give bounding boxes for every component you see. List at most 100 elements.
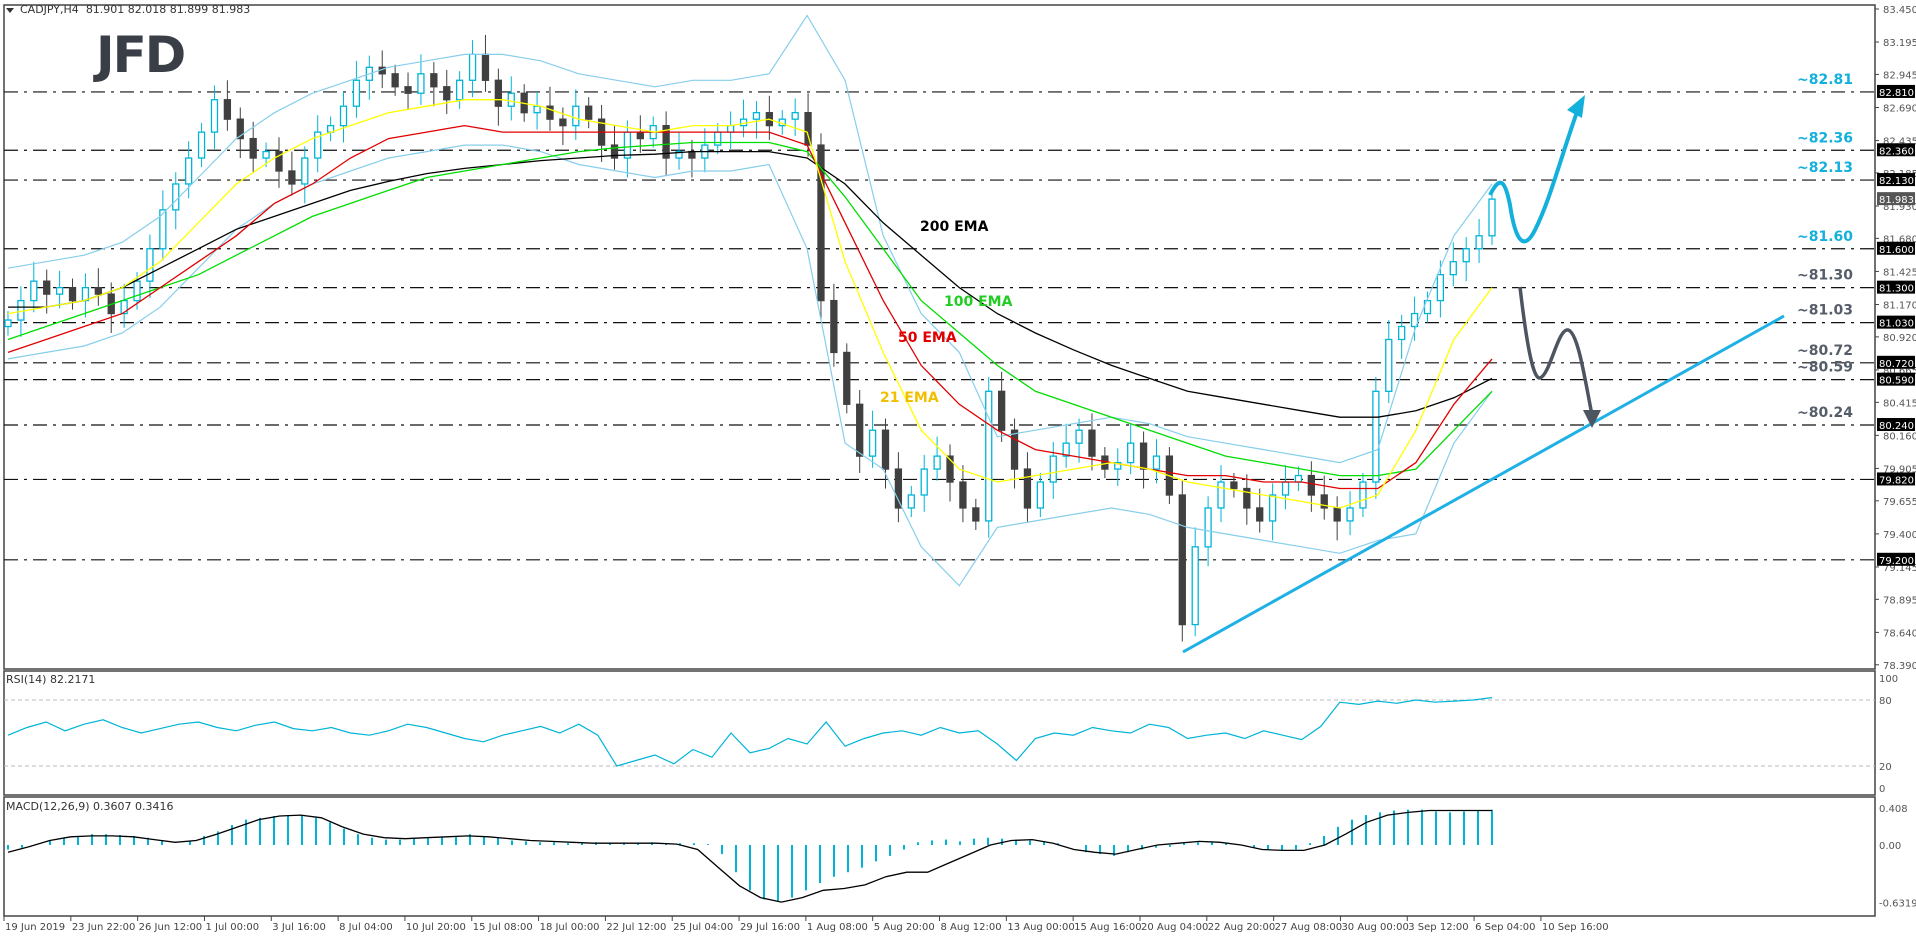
bear-candle <box>1010 429 1019 470</box>
level-label: ~81.30 <box>1797 268 1853 284</box>
ema50-label: 50 EMA <box>898 330 957 346</box>
horizontal-levels: ~82.81 ~82.36 ~82.13 ~81.60 ~81.30 ~81.03 ~80.… <box>4 72 1875 561</box>
trend-line[interactable] <box>1182 314 1785 654</box>
x-tick-label: 15 Jul 08:00 <box>473 922 533 933</box>
symbol-label: CADJPY,H4 <box>20 3 79 16</box>
price-tag-text: 81.983 <box>1879 195 1914 206</box>
y-tick-label: 82.435 <box>1883 137 1916 148</box>
bear-candle <box>288 170 296 185</box>
bull-candle <box>185 157 193 185</box>
bull-candle <box>726 124 735 133</box>
price-tag-bg <box>1877 241 1915 255</box>
y-tick-label: 83.195 <box>1883 38 1916 49</box>
price-tag: 81.030 <box>1877 315 1915 330</box>
bull-candle <box>146 248 154 282</box>
price-tag-text: 81.030 <box>1879 319 1914 330</box>
chart-header: CADJPY,H4 81.901 82.018 81.899 81.983 <box>6 3 250 16</box>
bear-candle <box>830 299 838 354</box>
rsi-panel-frame <box>3 670 1876 796</box>
ema100-line <box>7 141 1493 477</box>
x-tick-label: 27 Aug 08:00 <box>1275 922 1342 933</box>
macd-signal-line <box>7 809 1492 903</box>
bull-candle <box>172 183 180 211</box>
y-tick-label: 82.690 <box>1883 103 1916 114</box>
x-tick-label: 3 Sep 12:00 <box>1408 922 1468 933</box>
level-label: ~82.36 <box>1797 130 1853 146</box>
ema100-label: 100 EMA <box>944 294 1013 310</box>
price-tag: 81.600 <box>1877 241 1915 256</box>
bear-candle <box>636 131 644 140</box>
rsi-tick-label: 20 <box>1879 762 1892 773</box>
bull-candle <box>210 99 219 133</box>
x-tick-label: 8 Aug 12:00 <box>941 922 1002 933</box>
x-tick-label: 20 Aug 04:00 <box>1141 922 1208 933</box>
bull-candle <box>81 286 90 302</box>
bear-candle <box>804 112 812 146</box>
bull-candle <box>133 280 141 302</box>
y-tick-label: 81.680 <box>1883 234 1916 245</box>
price-tag: 81.300 <box>1877 280 1915 295</box>
x-tick-label: 22 Jul 12:00 <box>606 922 666 933</box>
bull-candle <box>1281 481 1290 496</box>
price-tag-text: 82.360 <box>1879 146 1914 157</box>
bull-candle <box>920 468 928 496</box>
macd-tick-label: 0.408 <box>1879 804 1908 815</box>
price-tag-text: 80.720 <box>1879 359 1914 370</box>
bear-candle <box>275 150 283 172</box>
bear-candle <box>68 286 77 302</box>
bear-candle <box>94 286 102 295</box>
x-tick-label: 30 Aug 00:00 <box>1341 922 1408 933</box>
macd-histogram <box>7 809 1493 902</box>
bull-candle <box>1294 474 1303 483</box>
bull-candle <box>868 429 877 457</box>
bull-candle <box>1204 507 1212 548</box>
bull-candle <box>907 494 915 509</box>
bull-candle <box>262 150 270 159</box>
bear-candle <box>881 429 890 470</box>
bull-candle <box>1488 198 1496 237</box>
bull-candle <box>1449 261 1457 276</box>
bull-candle <box>1152 455 1161 470</box>
y-tick-label: 78.895 <box>1883 595 1916 606</box>
dropdown-triangle-icon[interactable] <box>6 7 14 13</box>
bear-candle <box>997 390 1006 431</box>
bear-candle <box>236 118 244 140</box>
bollinger-upper <box>7 14 1493 464</box>
x-tick-label: 22 Aug 20:00 <box>1208 922 1275 933</box>
price-tag-text: 79.820 <box>1879 475 1914 486</box>
x-tick-label: 19 Jun 2019 <box>5 922 65 933</box>
bull-candle <box>985 390 993 522</box>
price-tag-text: 81.600 <box>1879 245 1914 256</box>
price-tag: 82.130 <box>1877 173 1915 187</box>
price-tag-bg <box>1877 418 1915 432</box>
y-tick-label: 79.400 <box>1883 530 1916 541</box>
bull-candle <box>791 112 799 120</box>
rsi-tick-label: 80 <box>1879 696 1892 707</box>
ema200-label: 200 EMA <box>920 219 989 235</box>
bear-candle <box>1088 429 1096 457</box>
bull-candle <box>30 280 38 302</box>
price-tag: 80.720 <box>1877 355 1915 370</box>
level-label: ~81.60 <box>1797 229 1853 245</box>
x-tick-label: 1 Aug 08:00 <box>807 922 868 933</box>
bear-candle <box>1230 481 1238 490</box>
bear-candle <box>688 150 696 159</box>
bull-candle <box>1398 325 1406 341</box>
rsi-tick-label: 100 <box>1879 674 1898 685</box>
price-tag-bg <box>1877 143 1915 157</box>
bear-candle <box>1101 455 1109 470</box>
bull-candle <box>1385 338 1393 392</box>
y-tick-label: 80.920 <box>1883 333 1916 344</box>
bull-candle <box>417 73 425 94</box>
price-tag: 79.200 <box>1877 552 1915 567</box>
bull-candle <box>507 92 515 107</box>
bull-candle <box>675 150 683 159</box>
bear-candle <box>1307 474 1315 496</box>
bull-candle <box>1462 248 1470 263</box>
price-tag: 79.820 <box>1877 472 1915 486</box>
macd-tick-label: -0.6319 <box>1879 898 1916 909</box>
bull-candle <box>752 112 761 120</box>
ema21-line <box>7 99 1493 509</box>
y-tick-label: 80.665 <box>1883 366 1916 377</box>
